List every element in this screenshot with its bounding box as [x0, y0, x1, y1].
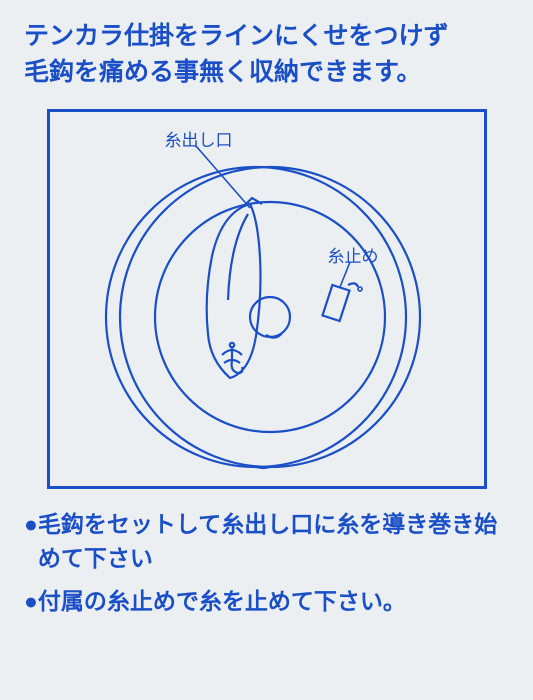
label-thread-outlet: 糸出し口: [165, 126, 233, 151]
bullet-list: ● 毛鈎をセットして糸出し口に糸を導き巻き始めて下さい ● 付属の糸止めで糸を止…: [0, 489, 533, 619]
spool-diagram: [50, 112, 484, 486]
heading: テンカラ仕掛をラインにくせをつけず 毛鈎を痛める事無く収納できます。: [0, 0, 533, 91]
heading-line-1: テンカラ仕掛をラインにくせをつけず: [24, 18, 509, 54]
bullet-text: 毛鈎をセットして糸出し口に糸を導き巻き始めて下さい: [38, 507, 509, 576]
bullet-item: ● 毛鈎をセットして糸出し口に糸を導き巻き始めて下さい: [24, 507, 509, 576]
heading-line-2: 毛鈎を痛める事無く収納できます。: [24, 54, 509, 90]
bullet-text: 付属の糸止めで糸を止めて下さい。: [38, 584, 509, 619]
bullet-dot-icon: ●: [24, 507, 38, 542]
label-thread-stopper: 糸止め: [328, 242, 379, 267]
bullet-item: ● 付属の糸止めで糸を止めて下さい。: [24, 584, 509, 619]
bullet-dot-icon: ●: [24, 584, 38, 619]
diagram-frame: 糸出し口 糸止め: [47, 109, 487, 489]
